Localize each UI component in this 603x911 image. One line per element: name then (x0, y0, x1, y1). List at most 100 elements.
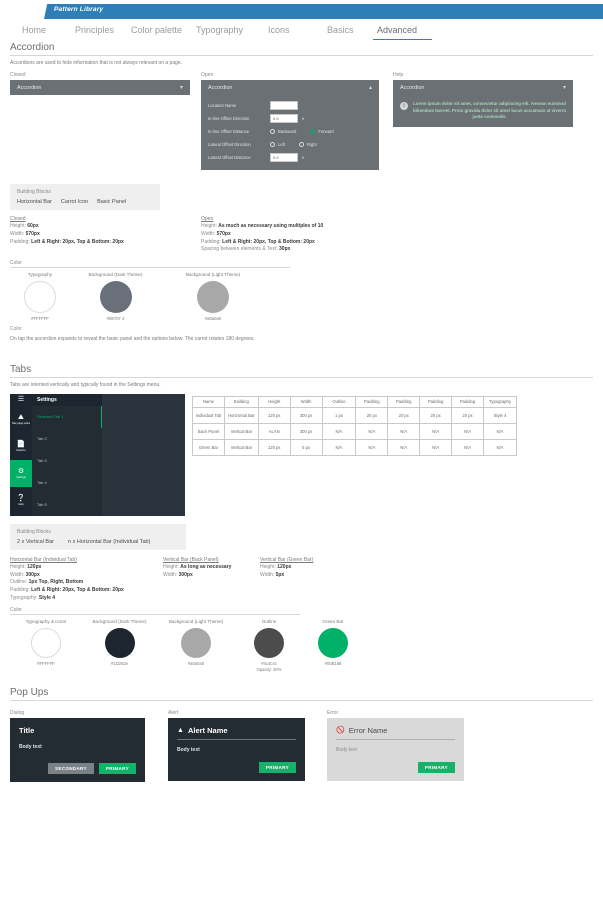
table-header-cell: Typography (482, 395, 518, 408)
spec-line: Height: 60px (10, 223, 39, 229)
alert-divider (177, 738, 296, 740)
swatch-tabs-background-dark: Background (Dark Theme) #1D252e (82, 619, 157, 673)
mock-tab-4[interactable]: Tab 4 (32, 472, 102, 494)
swatch-green-bar: Green Bar #00B168 (303, 619, 363, 673)
field-label: Location Name (208, 103, 237, 108)
sidebar-item-label: Reports (16, 448, 26, 452)
nav-item-icons[interactable]: Icons (268, 25, 290, 35)
swatch-color-dot (197, 281, 229, 313)
table-cell: 20 px (419, 406, 453, 424)
primary-button[interactable]: PRIMARY (258, 761, 296, 773)
table-header-cell: Padding (451, 395, 484, 408)
sidebar-item-map[interactable]: ⛰ Nav page poles (10, 406, 32, 433)
accordion-closed-header[interactable]: Accordion ▾ (10, 80, 190, 95)
radio-left[interactable]: Left (270, 142, 285, 147)
sidebar-item-reports[interactable]: 📄 Reports (10, 433, 32, 460)
swatch-name: Green Bar (322, 618, 344, 624)
chevron-down-icon[interactable]: ▾ (562, 85, 566, 91)
accordion-note-text: On tap the accordion expands to reveal t… (10, 335, 255, 342)
mock-tab-label: Tab 5 (37, 502, 47, 508)
swatch-name: Outline (261, 618, 277, 624)
sidebar-item-label: Settings (16, 475, 26, 479)
table-cell: 20 px (451, 406, 484, 424)
radio-label: Right (307, 142, 317, 147)
nav-item-typography[interactable]: Typography (196, 25, 244, 35)
field-label: In-line Offset Distance (208, 129, 250, 134)
table-cell: Horizontal Bar (223, 406, 259, 424)
mock-tab-label: Tab 4 (37, 480, 47, 486)
chevron-up-icon[interactable]: ▴ (368, 85, 372, 91)
primary-button[interactable]: PRIMARY (98, 762, 136, 774)
tabs-swatches: Typography & Icons #FFFFFF Background (D… (0, 615, 603, 673)
chevron-down-icon[interactable]: ▾ (179, 85, 183, 91)
lateral-offset-distance-input[interactable]: 0.0 (270, 153, 298, 162)
secondary-button[interactable]: SECONDARY (47, 762, 94, 774)
table-row: Green Bar Vertical Bar 120 px 5 px N/A N… (192, 438, 518, 456)
table-cell: 20 px (355, 406, 389, 424)
mock-tab-2[interactable]: Tab 2 (32, 428, 102, 450)
table-cell: 120 px (257, 406, 291, 424)
dialog-popup-example: Dialog Title Body text SECONDARY PRIMARY (10, 710, 145, 782)
sidebar-item-settings[interactable]: ⚙ Settings (10, 459, 32, 487)
swatch-color-dot (318, 627, 348, 658)
nav-item-color-palette[interactable]: Color palette (131, 25, 183, 35)
radio-right[interactable]: Right (299, 142, 317, 147)
accordion-specs-closed: Closed Height: 60px Width: 570px Padding… (10, 216, 124, 246)
nav-item-advanced[interactable]: Advanced (377, 25, 418, 35)
spec-line: Typography: Style 4 (10, 594, 56, 601)
main-nav[interactable]: Home Principles Color palette Typography… (0, 19, 603, 42)
spec-heading: Vertical Bar (Back Panel) (163, 556, 219, 563)
tabs-spec-table: Name Building Height Width Outline Paddi… (192, 395, 518, 456)
radio-forward[interactable]: Forward (310, 129, 334, 134)
accordion-open-example: Open Accordion ▴ Location Name In-line O… (201, 72, 379, 170)
accordion-closed-header-text: Accordion (17, 84, 42, 91)
spec-line: Padding: Left & Right: 20px, Top & Botto… (10, 238, 124, 245)
accordion-open-header[interactable]: Accordion ▴ (201, 80, 379, 95)
error-label: Error (327, 709, 339, 716)
building-block-item: Carrot Icon (60, 199, 89, 205)
nav-item-home[interactable]: Home (22, 25, 47, 35)
table-header-cell: Padding (419, 395, 453, 408)
error-body: Body text (336, 746, 357, 753)
swatch-hex: #4c4c4c (261, 660, 277, 666)
swatch-opacity: Opacity: 20% (256, 666, 282, 672)
dialog-popup: Title Body text SECONDARY PRIMARY (10, 717, 145, 782)
nav-item-basics[interactable]: Basics (327, 25, 354, 35)
table-cell: N/A (321, 438, 357, 456)
hamburger-icon[interactable]: ☰ (17, 396, 25, 404)
inline-offset-direction-input[interactable]: 0.0 (270, 114, 298, 123)
building-block-item: Basic Panel (97, 199, 127, 205)
spec-line: Width: 570px (10, 230, 40, 237)
swatch-name: Background (Light Theme) (168, 618, 224, 624)
table-header-cell: Outline (321, 395, 357, 408)
table-cell: Individual Tab (192, 406, 225, 424)
accordion-section: Accordion Accordions are used to hide in… (0, 42, 603, 342)
nav-item-principles[interactable]: Principles (75, 25, 115, 35)
radio-backward[interactable]: Backward (270, 129, 296, 134)
location-name-input[interactable] (270, 101, 298, 110)
popups-section-rule (10, 699, 593, 701)
table-cell: N/A (451, 438, 484, 456)
table-header-row: Name Building Height Width Outline Paddi… (192, 395, 518, 408)
alert-label: Alert (168, 709, 179, 716)
accordion-section-rule (10, 55, 593, 56)
tabs-mockup-rail[interactable]: ☰ ⛰ Nav page poles 📄 Reports ⚙ Settings … (10, 393, 32, 516)
radio-label: Forward (318, 129, 334, 134)
alert-popup-example: Alert ▲ Alert Name Body text PRIMARY (168, 710, 305, 781)
field-inline-offset-direction: In-line Offset Direction 0.0 ft (208, 112, 372, 125)
primary-button[interactable]: PRIMARY (417, 761, 455, 773)
swatch-hex: #1D252e (111, 660, 128, 666)
accordion-help-body: i Lorem ipsum dolor sit amet, consectetu… (393, 95, 573, 127)
mock-tab-label: Tab 2 (37, 436, 47, 442)
accordion-help-header[interactable]: Accordion ▾ (393, 80, 573, 95)
building-blocks-title: Building Blocks (17, 528, 51, 535)
swatch-background-dark: Background (Dark Theme) #69707 4 (78, 272, 153, 322)
mock-tab-3[interactable]: Tab 3 (32, 450, 102, 472)
sidebar-item-help[interactable]: ❔ Help (10, 487, 32, 514)
mock-tab-5[interactable]: Tab 5 (32, 494, 102, 516)
swatch-background-light: Background (Light Theme) #a0a0a0 (173, 272, 253, 322)
mock-tab-1[interactable]: Selected Tab 1 (32, 405, 102, 428)
spec-line: Width: 300px (10, 571, 40, 578)
table-cell: N/A (419, 438, 453, 456)
swatch-name: Background (Dark Theme) (92, 618, 147, 624)
